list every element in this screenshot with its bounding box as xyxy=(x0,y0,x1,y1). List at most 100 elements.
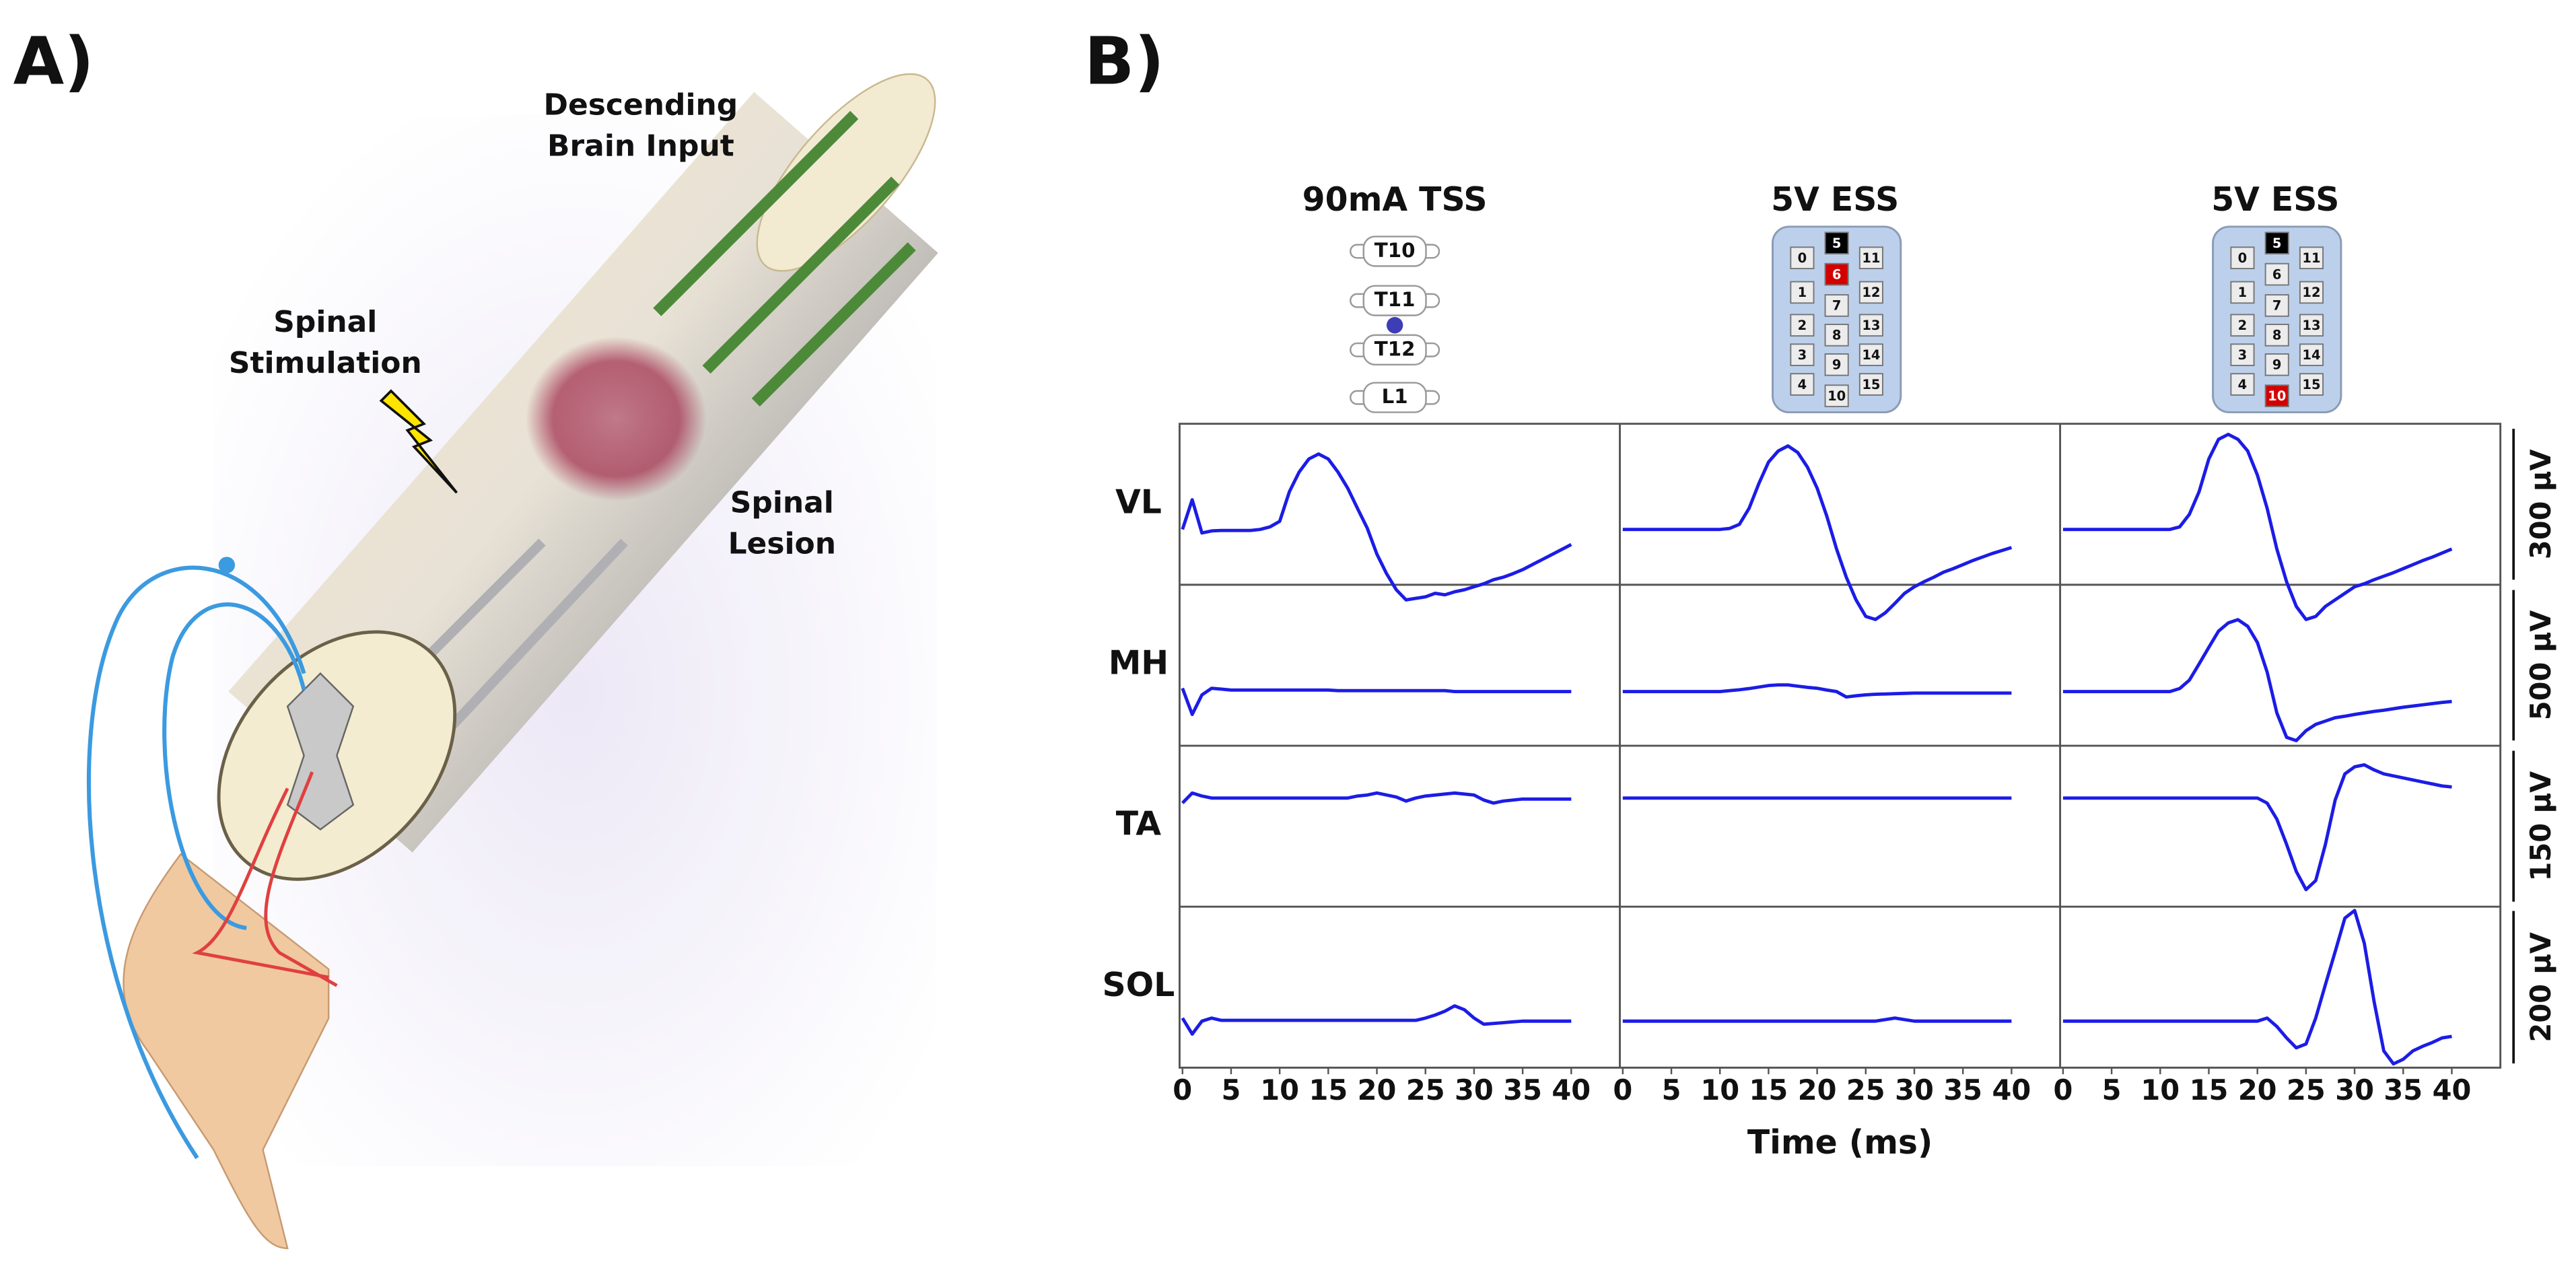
vertebra xyxy=(1362,285,1427,316)
electrode-label: 9 xyxy=(2272,357,2282,373)
electrode xyxy=(2299,373,2324,396)
x-tick-label: 40 xyxy=(1552,1073,1591,1106)
scale-bar-label: 150 µV xyxy=(2524,771,2557,882)
panel-label: A) xyxy=(13,23,94,100)
electrode xyxy=(2264,232,2289,255)
x-tick-label: 15 xyxy=(1309,1073,1348,1106)
annotation: Spinal xyxy=(730,485,834,520)
x-tick-label: 35 xyxy=(2383,1073,2423,1106)
x-tick-label: 25 xyxy=(1846,1073,1885,1106)
electrode-label: 12 xyxy=(1862,285,1880,300)
electrode-label: 10 xyxy=(1827,388,1846,404)
electrode-label: 15 xyxy=(1862,377,1880,392)
electrode xyxy=(2230,281,2255,304)
emg-trace xyxy=(2062,909,2452,1066)
x-tick-label: 5 xyxy=(1222,1073,1241,1106)
electrode xyxy=(2299,314,2324,337)
annotation: Descending xyxy=(544,88,738,122)
row-label: MH xyxy=(1109,643,1169,682)
electrode-label: 7 xyxy=(2272,298,2282,314)
column-title: 5V ESS xyxy=(2211,180,2339,219)
electrode xyxy=(2230,246,2255,270)
emg-trace xyxy=(1181,686,1572,716)
electrode xyxy=(2230,373,2255,396)
electrode xyxy=(1790,246,1815,270)
electrode xyxy=(2264,353,2289,376)
electrode xyxy=(2230,314,2255,337)
electrode xyxy=(2264,294,2289,317)
x-tick-label: 40 xyxy=(2433,1073,2472,1106)
motor-nerve xyxy=(264,771,338,987)
emg-trace xyxy=(1622,444,2013,621)
x-tick-label: 30 xyxy=(1455,1073,1494,1106)
x-tick-label: 15 xyxy=(1749,1073,1788,1106)
x-tick-label: 0 xyxy=(1613,1073,1632,1106)
x-tick-label: 35 xyxy=(1943,1073,1982,1106)
electrode-label: 2 xyxy=(2238,318,2248,333)
annotations: Descending Brain Input Spinal Stimulation Sp… xyxy=(229,88,836,561)
electrode-label: 9 xyxy=(1832,357,1842,373)
column-title: 5V ESS xyxy=(1771,180,1899,219)
lightning xyxy=(379,389,458,494)
electrode-label: 6 xyxy=(1832,267,1842,282)
emg-trace xyxy=(2062,432,2453,621)
electrode xyxy=(2299,343,2324,367)
vertebra-label: L1 xyxy=(1382,385,1408,408)
electrode xyxy=(1858,373,1883,396)
x-tick-label: 20 xyxy=(1358,1073,1397,1106)
scale-bar-label: 300 µV xyxy=(2524,449,2557,559)
x-tick-label: 0 xyxy=(2053,1073,2073,1106)
emg-trace xyxy=(2062,618,2452,742)
x-tick-label: 25 xyxy=(1406,1073,1445,1106)
x-tick-label: 5 xyxy=(1662,1073,1681,1106)
arrow xyxy=(653,110,859,316)
electrode-label: 0 xyxy=(1798,250,1807,266)
emg-trace xyxy=(2062,763,2452,892)
electrode xyxy=(1824,324,1849,347)
x-tick-label: 10 xyxy=(1700,1073,1739,1106)
electrode xyxy=(1790,314,1815,337)
arrow xyxy=(751,242,916,407)
x-tick-label: 25 xyxy=(2287,1073,2326,1106)
x-tick-label: 10 xyxy=(1260,1073,1299,1106)
electrode-label: 8 xyxy=(1832,328,1842,343)
electrode-label: 14 xyxy=(2302,347,2320,363)
electrode-label: 3 xyxy=(2238,347,2248,363)
emg-trace xyxy=(1622,683,2012,699)
annotation: Brain Input xyxy=(547,129,734,164)
x-tick-label: 30 xyxy=(1895,1073,1934,1106)
x-tick-label: 20 xyxy=(1798,1073,1837,1106)
emg-trace xyxy=(1181,1004,1572,1036)
vertebra xyxy=(1362,236,1427,267)
electrode-label: 6 xyxy=(2272,267,2282,282)
ganglion xyxy=(218,557,236,573)
electrode xyxy=(1858,343,1883,367)
electrode-label: 1 xyxy=(1798,285,1807,300)
x-tick-label: 40 xyxy=(1992,1073,2031,1106)
electrode-label: 12 xyxy=(2302,285,2320,300)
electrode-label: 14 xyxy=(1862,347,1880,363)
sensory-nerve xyxy=(162,602,306,930)
electrode-label: 2 xyxy=(1798,318,1807,333)
scale-bar-label: 200 µV xyxy=(2524,932,2557,1043)
electrode xyxy=(1858,281,1883,304)
electrode-label: 3 xyxy=(1798,347,1807,363)
x-tick-label: 35 xyxy=(1503,1073,1542,1106)
arrow xyxy=(702,176,900,374)
row-label: SOL xyxy=(1103,966,1175,1004)
electrode-label: 11 xyxy=(1862,250,1880,266)
x-tick-label: 10 xyxy=(2140,1073,2180,1106)
vertebra xyxy=(1362,382,1427,413)
x-tick-label: 30 xyxy=(2335,1073,2374,1106)
cord-end xyxy=(756,73,936,272)
electrode xyxy=(1790,373,1815,396)
electrode-label: 8 xyxy=(2272,328,2282,343)
electrode xyxy=(1824,262,1849,286)
stimulation-site xyxy=(1386,317,1403,334)
panel-label: B) xyxy=(1084,23,1164,100)
electrode-label: 4 xyxy=(1798,377,1807,392)
electrode xyxy=(2230,343,2255,367)
lesion xyxy=(526,337,707,501)
electrode-label: 7 xyxy=(1832,298,1842,314)
